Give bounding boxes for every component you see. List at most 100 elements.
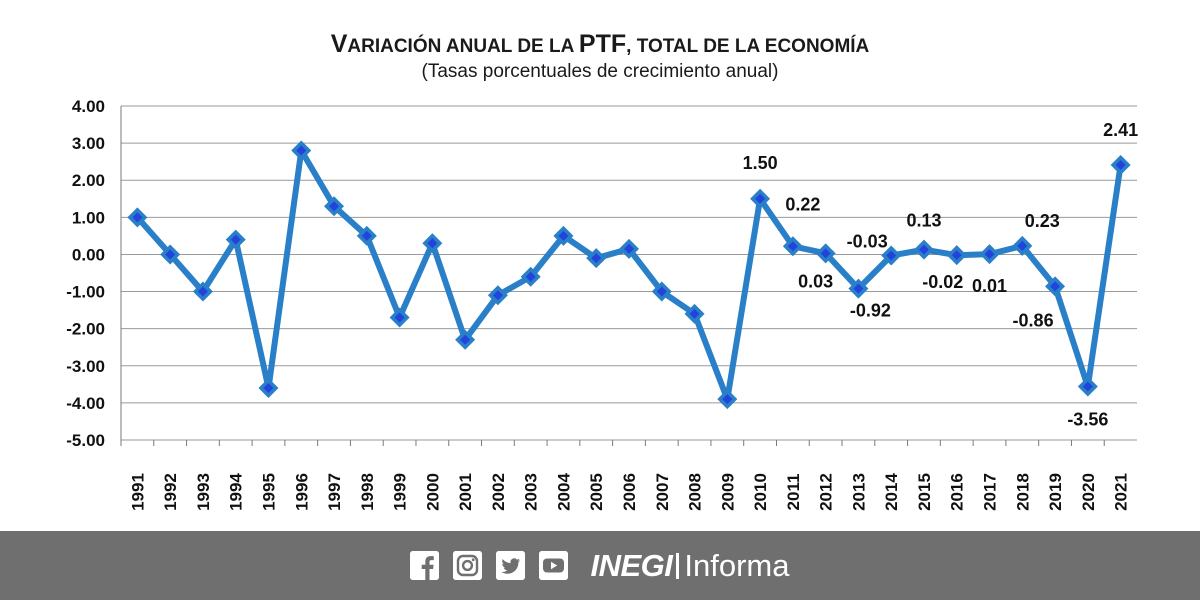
y-tick-label: -3.00 [66,357,105,376]
data-label: 0.01 [972,276,1007,296]
series-line [135,147,1124,403]
data-point-core [918,244,929,255]
footer-bar: INEGI Informa [0,531,1200,600]
data-point-core [230,234,241,245]
data-point-core [1017,240,1028,251]
y-tick-label: -4.00 [66,394,105,413]
data-label: 0.13 [906,211,941,231]
data-label: 1.50 [743,153,778,173]
x-axis: 1991 1992 1993 1994 1995 1996 1997 1998 1999 2000… [120,440,1131,511]
x-tick-label: 1998 [358,473,377,511]
x-tick-label: 1992 [161,473,180,511]
x-tick-label: 2005 [587,473,606,511]
data-point-core [820,248,831,259]
x-tick-label: 2008 [686,473,705,511]
y-tick-label: -1.00 [66,283,105,302]
data-point-core [427,238,438,249]
brand-inegi: INEGI [590,548,673,583]
data-point-core [361,230,372,241]
brand-informa: Informa [684,548,790,583]
twitter-icon[interactable] [496,551,526,580]
data-point-core [558,230,569,241]
social-icons [410,551,569,580]
chart: VARIACIÓN ANUAL DE LA PTF, TOTAL DE LA E… [66,30,1139,511]
inegi-informa-logo: INEGI Informa [590,550,789,581]
data-point-core [689,308,700,319]
chart-title: VARIACIÓN ANUAL DE LA PTF, TOTAL DE LA E… [331,30,870,58]
data-point-core [1082,381,1093,392]
title-part: , TOTAL DE LA ECONOMÍA [626,35,869,57]
data-labels: 1.50 0.22 0.03 -0.92 -0.03 0.13 -0.02 0.01 0.23 -… [743,120,1139,430]
data-label: -3.56 [1067,410,1108,430]
x-tick-label: 2006 [620,473,639,511]
x-tick-label: 2010 [751,473,770,511]
x-tick-label: 1991 [128,473,147,511]
data-point-core [951,250,962,261]
x-tick-label: 2009 [718,473,737,511]
x-tick-label: 2011 [784,474,803,511]
data-point-core [296,145,307,156]
x-tick-label: 2021 [1112,473,1131,511]
x-tick-label: 1995 [259,473,278,511]
data-point-core [755,193,766,204]
data-point-core [165,249,176,260]
youtube-icon[interactable] [539,551,569,580]
x-tick-label: 2003 [522,473,541,511]
data-label: 0.03 [798,271,833,291]
y-tick-label: 3.00 [72,134,105,153]
brand-separator [676,553,680,579]
data-point-core [525,271,536,282]
title-part: PTF [579,30,626,58]
data-label: 0.22 [785,194,820,214]
data-point-core [460,334,471,345]
x-tick-label: 2002 [489,473,508,511]
data-point-core [984,249,995,260]
y-axis: 4.00 3.00 2.00 1.00 0.00 -1.00 -2.00 -3.00 -4.00… [66,97,105,450]
x-tick-label: 2017 [981,473,1000,511]
facebook-icon[interactable] [410,551,440,580]
data-point-core [492,290,503,301]
y-tick-label: 0.00 [72,245,105,264]
x-tick-label: 1999 [391,473,410,511]
x-tick-label: 2001 [456,473,475,511]
series [127,140,1131,410]
data-label: 2.41 [1103,120,1138,140]
x-tick-label: 2007 [653,473,672,511]
data-point-core [1050,281,1061,292]
x-tick-label: 1994 [227,473,246,511]
data-point-core [787,241,798,252]
instagram-icon[interactable] [453,551,483,580]
x-tick-label: 1997 [325,473,344,511]
y-tick-label: 4.00 [72,97,105,116]
data-point-core [624,243,634,254]
x-tick-label: 2015 [915,473,934,511]
chart-subtitle: (Tasas porcentuales de crecimiento anual… [422,61,779,82]
data-label: -0.03 [847,232,888,252]
y-tick-label: -5.00 [66,431,105,450]
y-tick-label: 2.00 [72,171,105,190]
x-tick-label: 1993 [194,473,213,511]
data-point-core [591,253,602,264]
x-tick-label: 2012 [817,473,836,511]
x-tick-label: 2000 [423,473,442,511]
data-point-core [132,212,143,223]
title-part: V [331,30,348,58]
x-tick-label: 2013 [849,473,868,511]
data-label: -0.92 [850,301,891,321]
title-part: ARIACIÓN ANUAL DE LA [347,35,579,57]
x-tick-label: 1996 [292,473,311,511]
data-point-core [656,286,667,297]
data-label: 0.23 [1025,211,1060,231]
data-point-core [853,283,864,294]
data-point-core [886,250,897,261]
x-tick-label: 2004 [554,473,573,511]
data-point-core [1115,160,1126,171]
data-point-core [394,312,405,323]
x-tick-label: 2020 [1079,473,1098,511]
data-point-core [197,286,208,297]
y-tick-label: -2.00 [66,320,105,339]
y-tick-label: 1.00 [72,208,105,227]
x-tick-label: 2016 [948,473,967,511]
x-tick-label: 2014 [882,473,901,511]
data-label: -0.02 [922,272,963,292]
